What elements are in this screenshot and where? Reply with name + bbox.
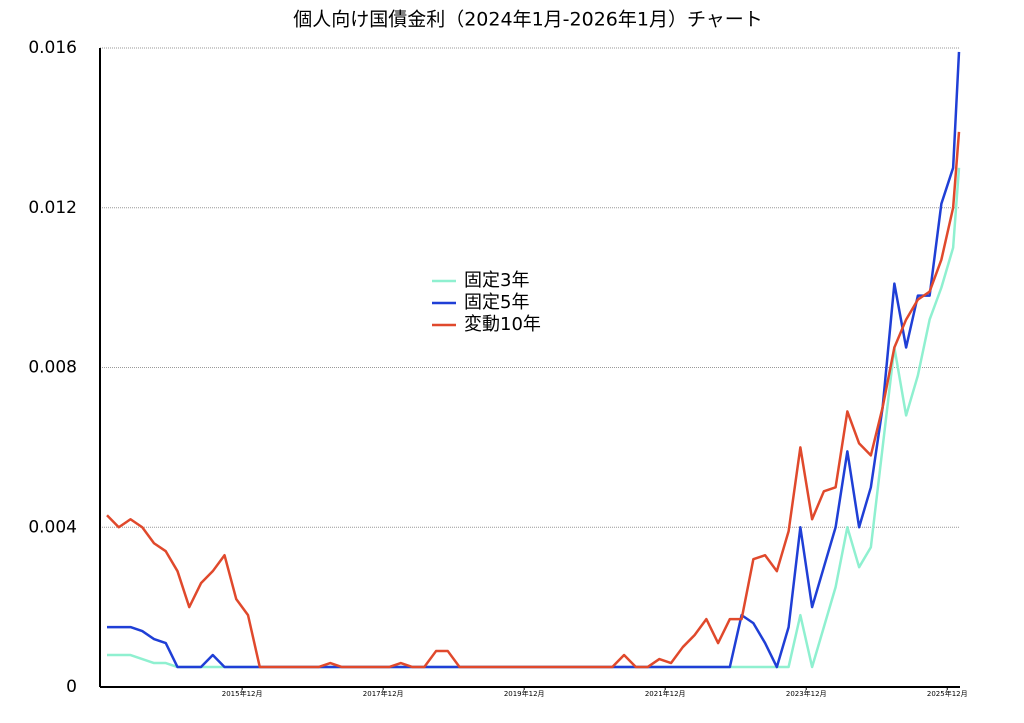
legend-label: 固定3年 [464, 270, 529, 291]
series-line [107, 51, 961, 669]
y-tick-label: 0 [66, 677, 77, 697]
y-tick-label: 0.004 [28, 517, 77, 537]
x-tick-label: 2015年12月 [222, 689, 263, 698]
x-tick-label: 2021年12月 [645, 689, 686, 698]
y-tick-label: 0.016 [28, 38, 77, 58]
y-tick-label: 0.008 [28, 358, 77, 378]
legend-label: 変動10年 [464, 314, 541, 335]
chart-title: 個人向け国債金利（2024年1月-2026年1月）チャート [293, 9, 763, 31]
y-tick-label: 0.012 [28, 198, 77, 218]
x-tick-label: 2025年12月 [927, 689, 968, 698]
legend-label: 固定5年 [464, 292, 529, 313]
x-tick-label: 2023年12月 [786, 689, 827, 698]
x-tick-label: 2019年12月 [504, 689, 545, 698]
x-tick-label: 2017年12月 [363, 689, 404, 698]
series-line [106, 131, 961, 669]
